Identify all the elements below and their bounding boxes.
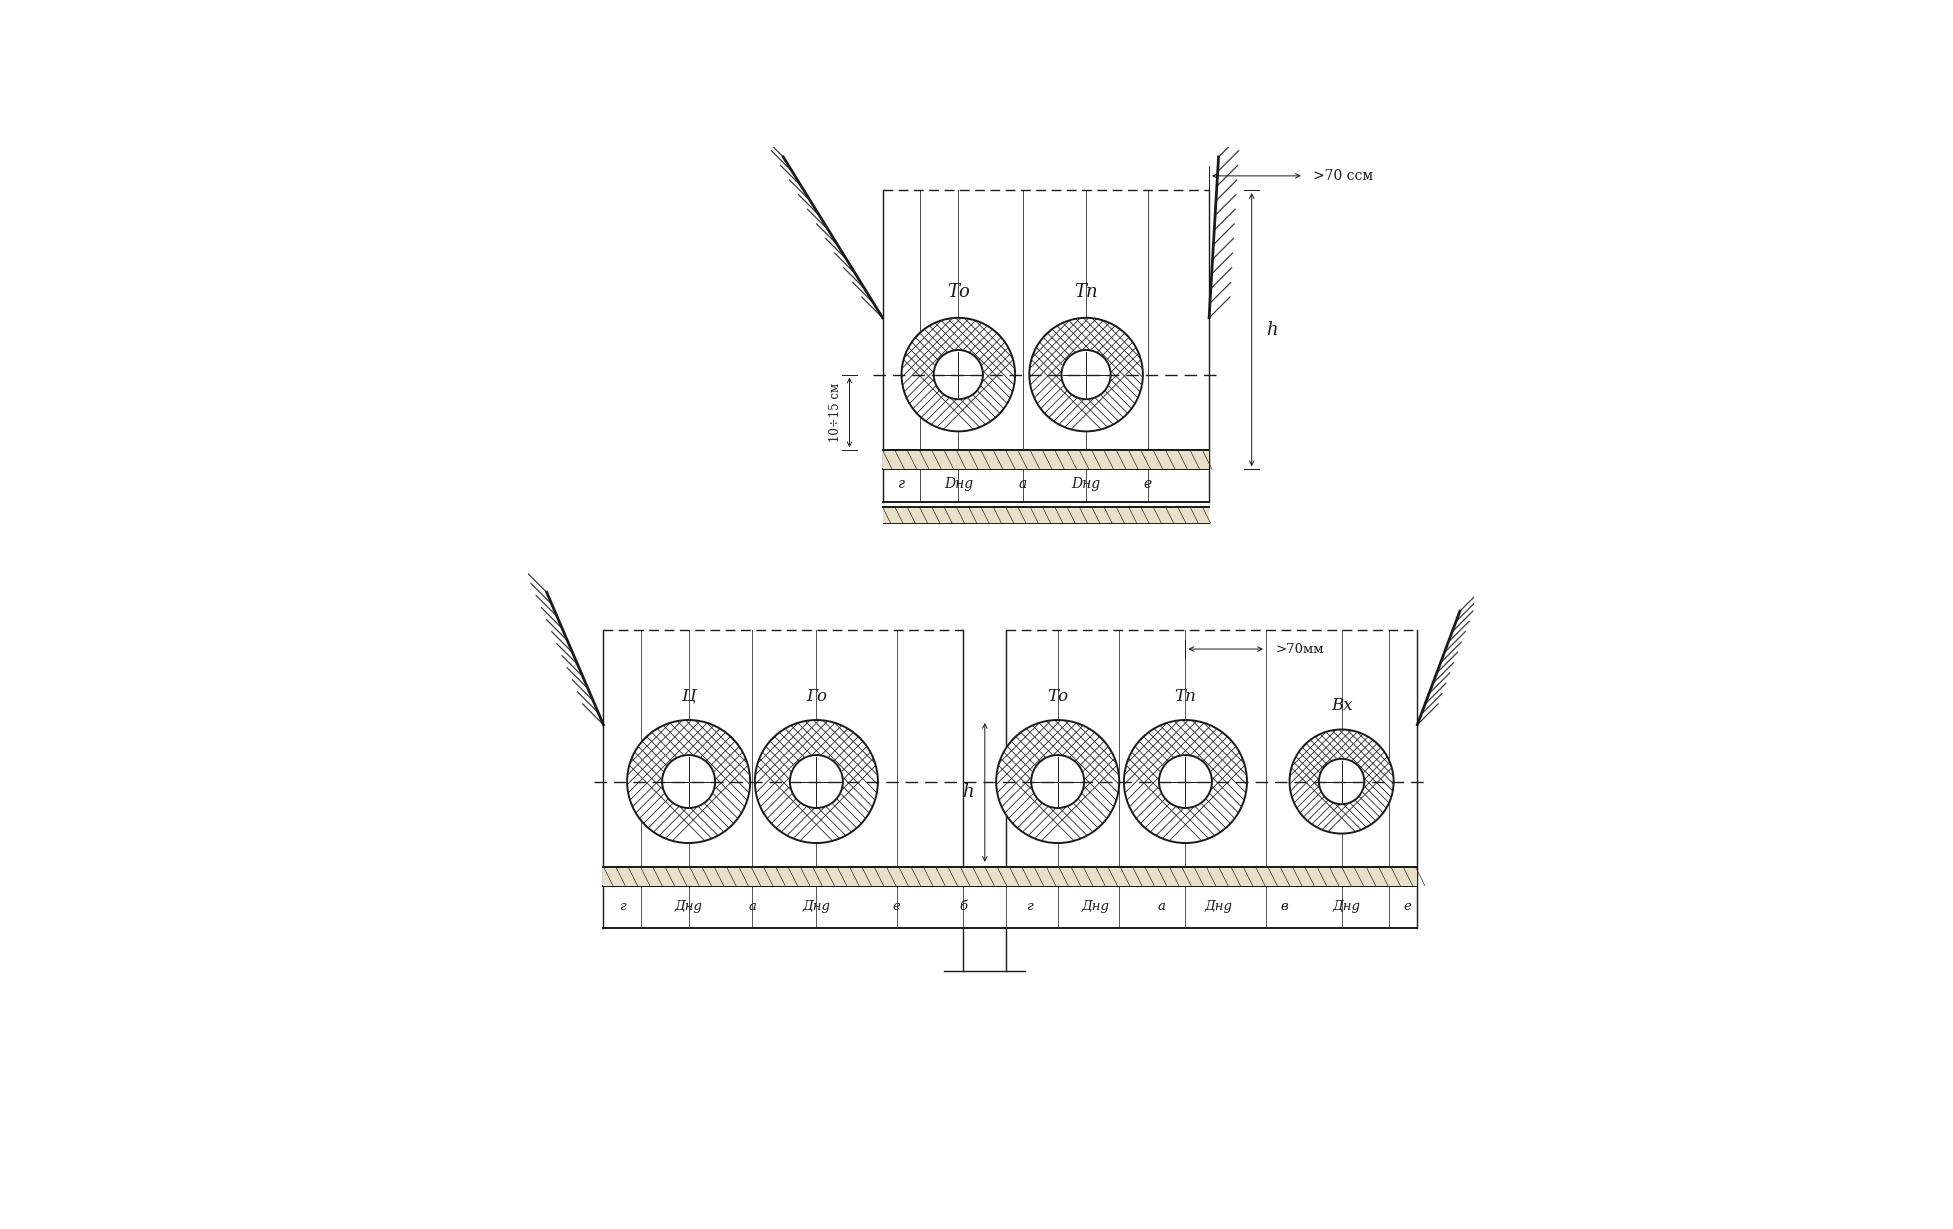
Text: е: е bbox=[1143, 477, 1152, 492]
Text: г: г bbox=[619, 900, 625, 913]
Text: Dнg: Dнg bbox=[1072, 477, 1101, 492]
Circle shape bbox=[789, 755, 844, 807]
Text: г: г bbox=[898, 477, 904, 492]
Circle shape bbox=[1289, 730, 1394, 833]
Bar bbox=[603, 866, 1418, 886]
Text: е: е bbox=[893, 900, 900, 913]
Circle shape bbox=[662, 755, 715, 807]
Text: е: е bbox=[1404, 900, 1412, 913]
Text: >70мм: >70мм bbox=[1275, 643, 1324, 655]
Text: г: г bbox=[1025, 900, 1033, 913]
Text: Вх: Вх bbox=[1330, 697, 1351, 714]
Text: h: h bbox=[1266, 321, 1277, 339]
Text: а: а bbox=[1158, 900, 1166, 913]
Text: Тп: Тп bbox=[1174, 688, 1197, 705]
Circle shape bbox=[1031, 755, 1084, 807]
Circle shape bbox=[996, 720, 1119, 843]
Circle shape bbox=[1158, 755, 1213, 807]
Text: То: То bbox=[1047, 688, 1068, 705]
Text: Го: Го bbox=[807, 688, 826, 705]
Text: Ц: Ц bbox=[682, 688, 695, 705]
Bar bbox=[883, 450, 1209, 469]
Circle shape bbox=[1029, 318, 1143, 431]
Text: >70 ссм: >70 ссм bbox=[1312, 168, 1373, 183]
Circle shape bbox=[1123, 720, 1246, 843]
Text: Днg: Днg bbox=[674, 900, 703, 913]
Text: 10÷15 см: 10÷15 см bbox=[828, 383, 842, 442]
Text: h: h bbox=[961, 783, 973, 801]
Bar bbox=[883, 508, 1209, 524]
Circle shape bbox=[1318, 758, 1365, 804]
Circle shape bbox=[902, 318, 1016, 431]
Circle shape bbox=[756, 720, 879, 843]
Text: Днg: Днg bbox=[1332, 900, 1361, 913]
Text: Тп: Тп bbox=[1074, 283, 1098, 301]
Text: б: б bbox=[959, 900, 967, 913]
Circle shape bbox=[627, 720, 750, 843]
Circle shape bbox=[1062, 350, 1111, 399]
Text: Dнg: Dнg bbox=[943, 477, 973, 492]
Text: То: То bbox=[947, 283, 971, 301]
Text: в: в bbox=[1281, 900, 1289, 913]
Text: а: а bbox=[1019, 477, 1027, 492]
Circle shape bbox=[934, 350, 982, 399]
Text: Днg: Днg bbox=[803, 900, 830, 913]
Text: а: а bbox=[748, 900, 756, 913]
Text: Днg: Днg bbox=[1082, 900, 1109, 913]
Text: Днg: Днg bbox=[1205, 900, 1232, 913]
